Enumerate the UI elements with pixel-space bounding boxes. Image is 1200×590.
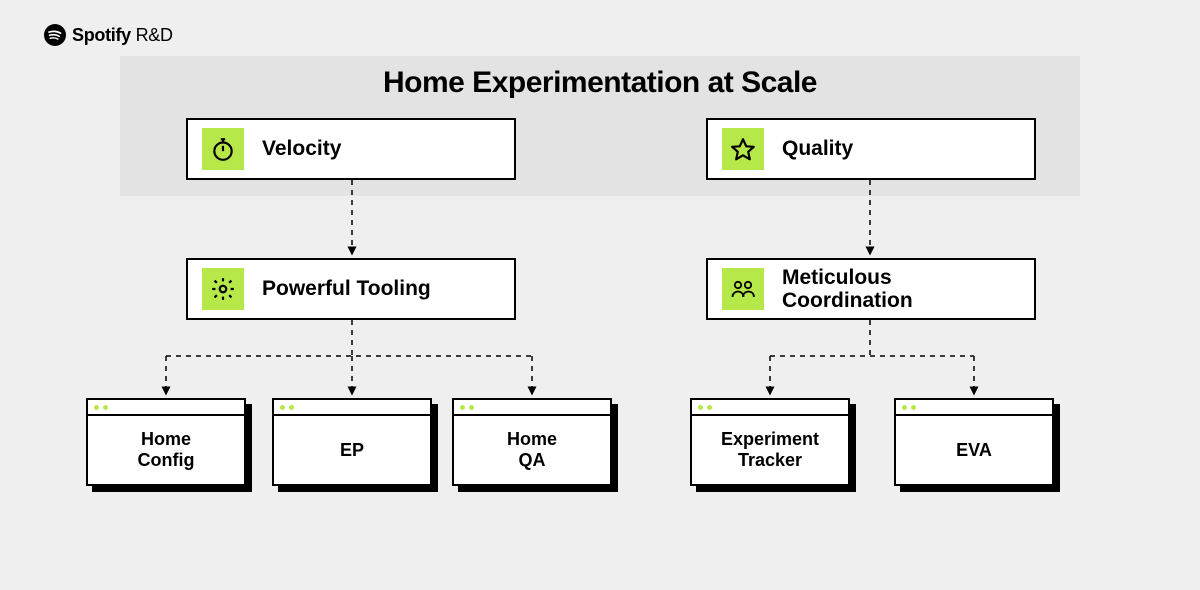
leaf-window-bar (454, 400, 610, 416)
leaf-label: ExperimentTrackerExperiment Tracker (692, 416, 848, 484)
node-label: Meticulous Coordination MeticulousCoordi… (782, 266, 913, 312)
spotify-icon (44, 24, 66, 46)
leaf-window-bar (896, 400, 1052, 416)
node-tooling: Powerful Tooling (186, 258, 516, 320)
leaf-eva: EVA (894, 398, 1054, 486)
leaf-ep: EP (272, 398, 432, 486)
leaf-experiment-tracker: ExperimentTrackerExperiment Tracker (690, 398, 850, 486)
node-coordination: Meticulous Coordination MeticulousCoordi… (706, 258, 1036, 320)
leaf-window-bar (274, 400, 430, 416)
brand-name: Spotify R&D (72, 25, 173, 46)
gear-icon (202, 268, 244, 310)
node-quality: Quality (706, 118, 1036, 180)
stopwatch-icon (202, 128, 244, 170)
leaf-home-config: HomeConfigHome Config (86, 398, 246, 486)
diagram-title: Home Experimentation at Scale (0, 66, 1200, 100)
node-label: Quality (782, 137, 853, 160)
leaf-window-bar (88, 400, 244, 416)
leaf-home-qa: HomeQAHome QA (452, 398, 612, 486)
node-velocity: Velocity (186, 118, 516, 180)
star-icon (722, 128, 764, 170)
people-icon (722, 268, 764, 310)
node-label: Velocity (262, 137, 341, 160)
leaf-label: HomeConfigHome Config (88, 416, 244, 484)
leaf-label: HomeQAHome QA (454, 416, 610, 484)
brand-logo: Spotify R&D (44, 24, 173, 46)
node-label: Powerful Tooling (262, 277, 431, 300)
leaf-label: EVA (896, 416, 1052, 484)
leaf-label: EP (274, 416, 430, 484)
leaf-window-bar (692, 400, 848, 416)
